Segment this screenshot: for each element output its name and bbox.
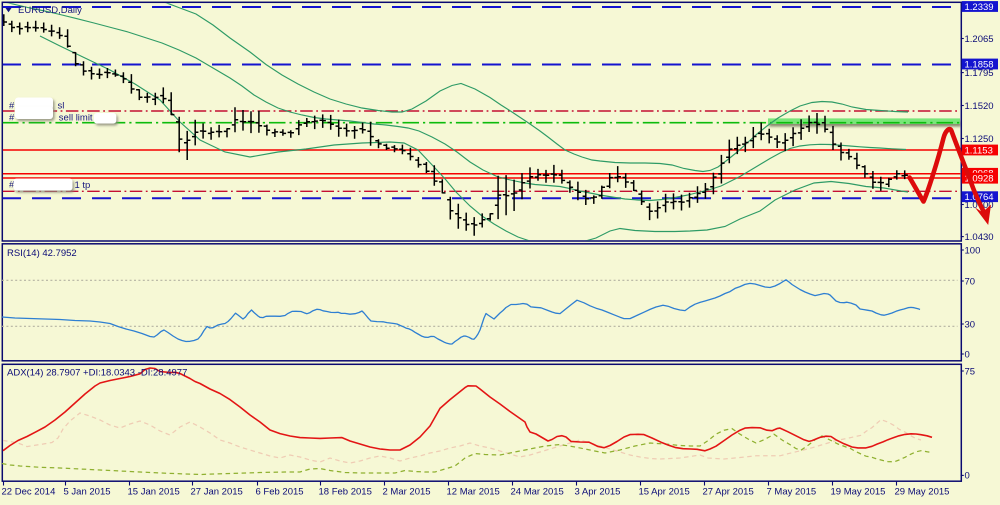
svg-text:27 Jan 2015: 27 Jan 2015 (191, 487, 243, 498)
svg-text:15 Apr 2015: 15 Apr 2015 (639, 487, 690, 498)
svg-text:22 Dec 2014: 22 Dec 2014 (2, 487, 56, 498)
svg-text:1.2065: 1.2065 (965, 34, 994, 45)
svg-text:12 Mar 2015: 12 Mar 2015 (447, 487, 500, 498)
svg-text:2 Mar 2015: 2 Mar 2015 (383, 487, 431, 498)
svg-text:24 Mar 2015: 24 Mar 2015 (511, 487, 564, 498)
svg-text:6 Feb 2015: 6 Feb 2015 (256, 487, 304, 498)
svg-text:1.1795: 1.1795 (965, 68, 994, 79)
svg-text:1.1153: 1.1153 (965, 145, 993, 156)
svg-text:#: # (9, 113, 15, 124)
svg-text:#: # (9, 180, 15, 191)
svg-text:29 May 2015: 29 May 2015 (895, 487, 950, 498)
svg-text:100: 100 (965, 245, 981, 256)
svg-text:1.1858: 1.1858 (965, 59, 994, 70)
svg-text:ADX(14) 28.7907 +DI:18.0343 -D: ADX(14) 28.7907 +DI:18.0343 -DI:28.4977 (7, 368, 187, 379)
svg-text:75: 75 (965, 366, 976, 377)
svg-text:1.2339: 1.2339 (965, 2, 994, 13)
svg-text:1 tp: 1 tp (75, 180, 91, 191)
svg-text:sell limit: sell limit (59, 113, 93, 124)
svg-text:30: 30 (965, 319, 976, 330)
svg-text:27 Apr 2015: 27 Apr 2015 (703, 487, 754, 498)
svg-text:EURUSD,Daily: EURUSD,Daily (18, 5, 82, 16)
svg-text:70: 70 (965, 276, 976, 287)
svg-text:1.1520: 1.1520 (965, 101, 994, 112)
svg-text:sl: sl (58, 101, 65, 112)
svg-text:0: 0 (965, 471, 970, 482)
svg-text:19 May 2015: 19 May 2015 (831, 487, 886, 498)
svg-text:1.0928: 1.0928 (965, 174, 994, 185)
svg-text:3 Apr 2015: 3 Apr 2015 (575, 487, 621, 498)
svg-text:0: 0 (965, 349, 970, 360)
svg-text:1.0430: 1.0430 (965, 232, 994, 243)
svg-text:RSI(14) 42.7952: RSI(14) 42.7952 (7, 248, 77, 259)
svg-text:5 Jan 2015: 5 Jan 2015 (64, 487, 111, 498)
svg-text:#: # (9, 101, 15, 112)
svg-text:1.1250: 1.1250 (965, 134, 994, 145)
svg-text:18 Feb 2015: 18 Feb 2015 (319, 487, 372, 498)
svg-text:7 May 2015: 7 May 2015 (767, 487, 817, 498)
svg-text:15 Jan 2015: 15 Jan 2015 (128, 487, 180, 498)
